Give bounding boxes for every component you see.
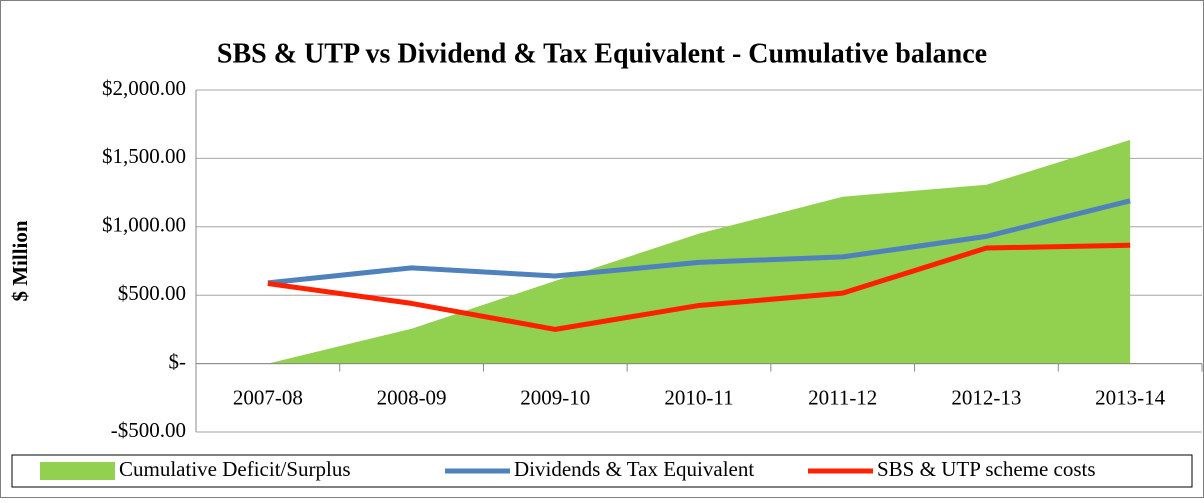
x-tick-label: 2012-13 bbox=[951, 385, 1021, 409]
x-tick-label: 2013-14 bbox=[1095, 385, 1165, 409]
y-tick-label: $1,000.00 bbox=[102, 213, 186, 237]
y-axis-label: $ Million bbox=[8, 220, 32, 301]
x-tick-label: 2007-08 bbox=[233, 385, 303, 409]
legend-swatch bbox=[40, 462, 115, 480]
y-tick-label: $2,000.00 bbox=[102, 76, 186, 100]
legend-box bbox=[11, 454, 1193, 488]
line bbox=[267, 198, 1131, 286]
legend-label: SBS & UTP scheme costs bbox=[877, 457, 1096, 481]
y-tick-label: $- bbox=[169, 349, 187, 373]
legend-label: Dividends & Tax Equivalent bbox=[514, 457, 754, 481]
x-tick-label: 2009-10 bbox=[520, 385, 590, 409]
y-tick-label: $1,500.00 bbox=[102, 144, 186, 168]
chart-title: SBS & UTP vs Dividend & Tax Equivalent -… bbox=[217, 38, 987, 69]
line bbox=[267, 242, 1131, 332]
legend-label: Cumulative Deficit/Surplus bbox=[119, 457, 351, 481]
x-tick-label: 2010-11 bbox=[664, 385, 733, 409]
x-tick-label: 2008-09 bbox=[377, 385, 447, 409]
area bbox=[267, 139, 1131, 364]
y-tick-label: $500.00 bbox=[118, 281, 186, 305]
y-tick-label: -$500.00 bbox=[111, 418, 186, 442]
x-tick-label: 2011-12 bbox=[808, 385, 877, 409]
